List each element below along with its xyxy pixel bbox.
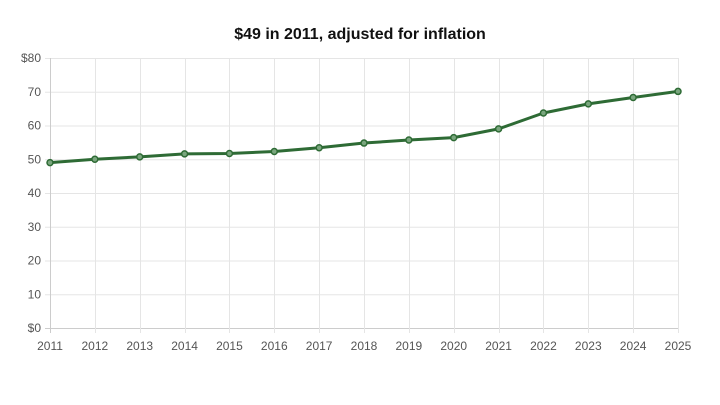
y-tick-label: 10 <box>28 287 42 301</box>
y-tick-label: 20 <box>28 254 42 268</box>
x-tick-label: 2014 <box>171 339 198 353</box>
data-point <box>405 136 413 144</box>
y-tick-label: 60 <box>28 119 42 133</box>
data-point <box>91 155 99 163</box>
y-tick-label: $0 <box>28 321 42 335</box>
data-point <box>46 158 54 167</box>
data-point <box>360 139 368 147</box>
data-point <box>270 147 279 156</box>
y-tick-label: 50 <box>28 152 42 166</box>
chart-title: $49 in 2011, adjusted for inflation <box>234 26 486 43</box>
data-point <box>315 144 323 152</box>
x-tick-label: 2018 <box>351 339 378 353</box>
x-tick-label: 2016 <box>261 339 288 353</box>
data-point <box>180 150 189 158</box>
data-point <box>584 100 593 108</box>
x-tick-label: 2024 <box>620 339 647 353</box>
x-tick-label: 2023 <box>575 339 602 353</box>
x-tick-label: 2017 <box>306 339 333 353</box>
x-tick-label: 2011 <box>37 339 63 353</box>
x-tick-label: 2021 <box>485 339 512 353</box>
y-tick-label: 70 <box>28 85 42 99</box>
data-point <box>135 153 144 161</box>
y-tick-label: $80 <box>21 51 41 65</box>
data-point <box>225 149 234 158</box>
data-point <box>494 125 503 133</box>
series-layer <box>46 87 682 167</box>
x-tick-label: 2022 <box>530 339 557 353</box>
data-point <box>629 93 637 102</box>
data-point <box>539 109 548 117</box>
x-tick-label: 2020 <box>440 339 467 353</box>
data-point <box>674 87 682 96</box>
y-tick-label: 30 <box>28 220 42 234</box>
x-tick-label: 2025 <box>665 339 692 353</box>
data-point <box>449 133 458 142</box>
x-tick-label: 2012 <box>82 339 109 353</box>
axis-layer: $0 10 20 30 40 50 60 70 $80 2011 2012 2013 2014 2015 2… <box>21 51 692 353</box>
y-tick-label: 40 <box>28 186 42 200</box>
x-tick-label: 2015 <box>216 339 243 353</box>
grid-layer <box>45 58 679 333</box>
x-tick-label: 2019 <box>396 339 423 353</box>
x-tick-label: 2013 <box>126 339 153 353</box>
